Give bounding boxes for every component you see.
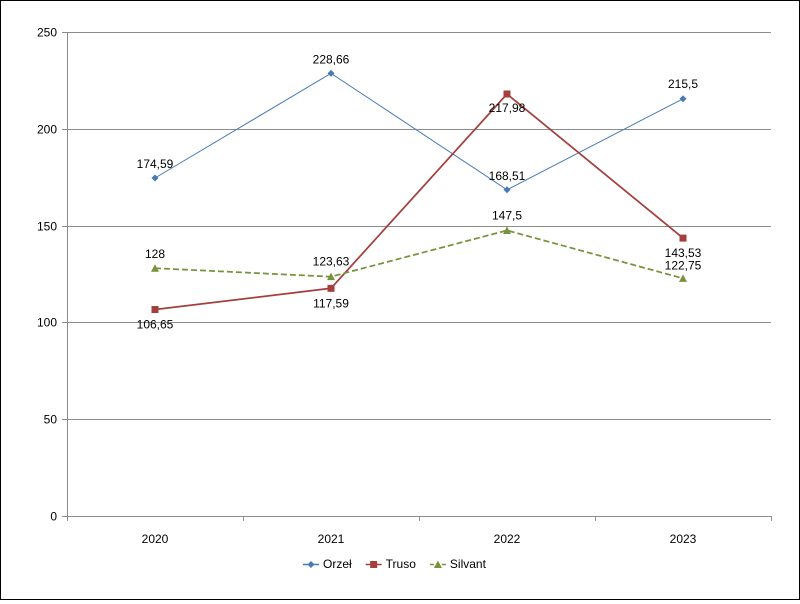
x-axis-tick-labels: 2020 2021 2022 2023 bbox=[142, 532, 697, 546]
legend-marker-silvant bbox=[433, 560, 442, 568]
data-label-silvant: 122,75 bbox=[665, 258, 702, 272]
series-markers bbox=[151, 69, 687, 314]
y-tick-label: 50 bbox=[44, 413, 58, 427]
axes bbox=[62, 32, 772, 521]
data-label-truso: 217,98 bbox=[489, 101, 526, 115]
series-line-truso bbox=[154, 92, 684, 311]
data-label-truso: 117,59 bbox=[313, 296, 349, 310]
data-point-truso bbox=[151, 306, 159, 314]
data-label-truso: 106,65 bbox=[137, 318, 174, 332]
data-point-silvant bbox=[503, 226, 511, 234]
data-label-orze-: 228,66 bbox=[313, 52, 350, 66]
data-point-silvant bbox=[327, 272, 335, 281]
data-label-orze-: 215,5 bbox=[668, 77, 698, 91]
y-tick-label: 100 bbox=[37, 316, 57, 330]
y-tick-label: 200 bbox=[37, 123, 57, 137]
data-labels: 174,59 228,66 168,51 215,5 106,65 117,59 217,9… bbox=[137, 52, 702, 331]
data-point-silvant bbox=[679, 274, 687, 282]
legend-label-truso: Truso bbox=[386, 557, 417, 571]
y-axis-tick-labels: 0 50 100 150 200 250 bbox=[37, 26, 57, 524]
y-tick-label: 250 bbox=[37, 26, 57, 40]
data-label-silvant: 123,63 bbox=[313, 255, 350, 269]
series-line-orze- bbox=[154, 72, 684, 191]
data-point-truso bbox=[679, 234, 687, 242]
legend-label-orze-: Orzeł bbox=[323, 557, 352, 571]
legend-marker-truso bbox=[370, 561, 378, 568]
legend-label-silvant: Silvant bbox=[450, 557, 487, 571]
x-tick-label: 2022 bbox=[494, 532, 521, 546]
data-point-truso bbox=[503, 90, 511, 98]
data-label-truso: 143,53 bbox=[665, 246, 702, 260]
legend: Orzeł Truso Silvant bbox=[303, 557, 487, 571]
x-tick-label: 2023 bbox=[670, 532, 697, 546]
data-label-silvant: 128 bbox=[145, 247, 165, 261]
data-label-orze-: 168,51 bbox=[489, 169, 526, 183]
x-tick-label: 2020 bbox=[142, 532, 169, 546]
data-point-orze- bbox=[503, 186, 511, 194]
data-label-silvant: 147,5 bbox=[492, 208, 522, 222]
series-line-silvant bbox=[154, 229, 684, 280]
data-point-orze- bbox=[151, 174, 159, 182]
legend-marker-orze- bbox=[307, 561, 315, 568]
y-tick-label: 0 bbox=[50, 510, 57, 524]
legend-item-silvant: Silvant bbox=[429, 557, 487, 571]
y-tick-label: 150 bbox=[37, 220, 57, 234]
data-label-orze-: 174,59 bbox=[137, 157, 174, 171]
data-point-orze- bbox=[679, 95, 687, 103]
gridlines bbox=[67, 32, 771, 420]
legend-item-orze-: Orzeł bbox=[303, 557, 352, 571]
series-lines bbox=[154, 72, 684, 311]
data-point-orze- bbox=[327, 69, 335, 77]
legend-item-truso: Truso bbox=[365, 557, 417, 571]
x-tick-label: 2021 bbox=[318, 532, 345, 546]
data-point-truso bbox=[327, 284, 335, 292]
data-point-silvant bbox=[151, 264, 159, 272]
